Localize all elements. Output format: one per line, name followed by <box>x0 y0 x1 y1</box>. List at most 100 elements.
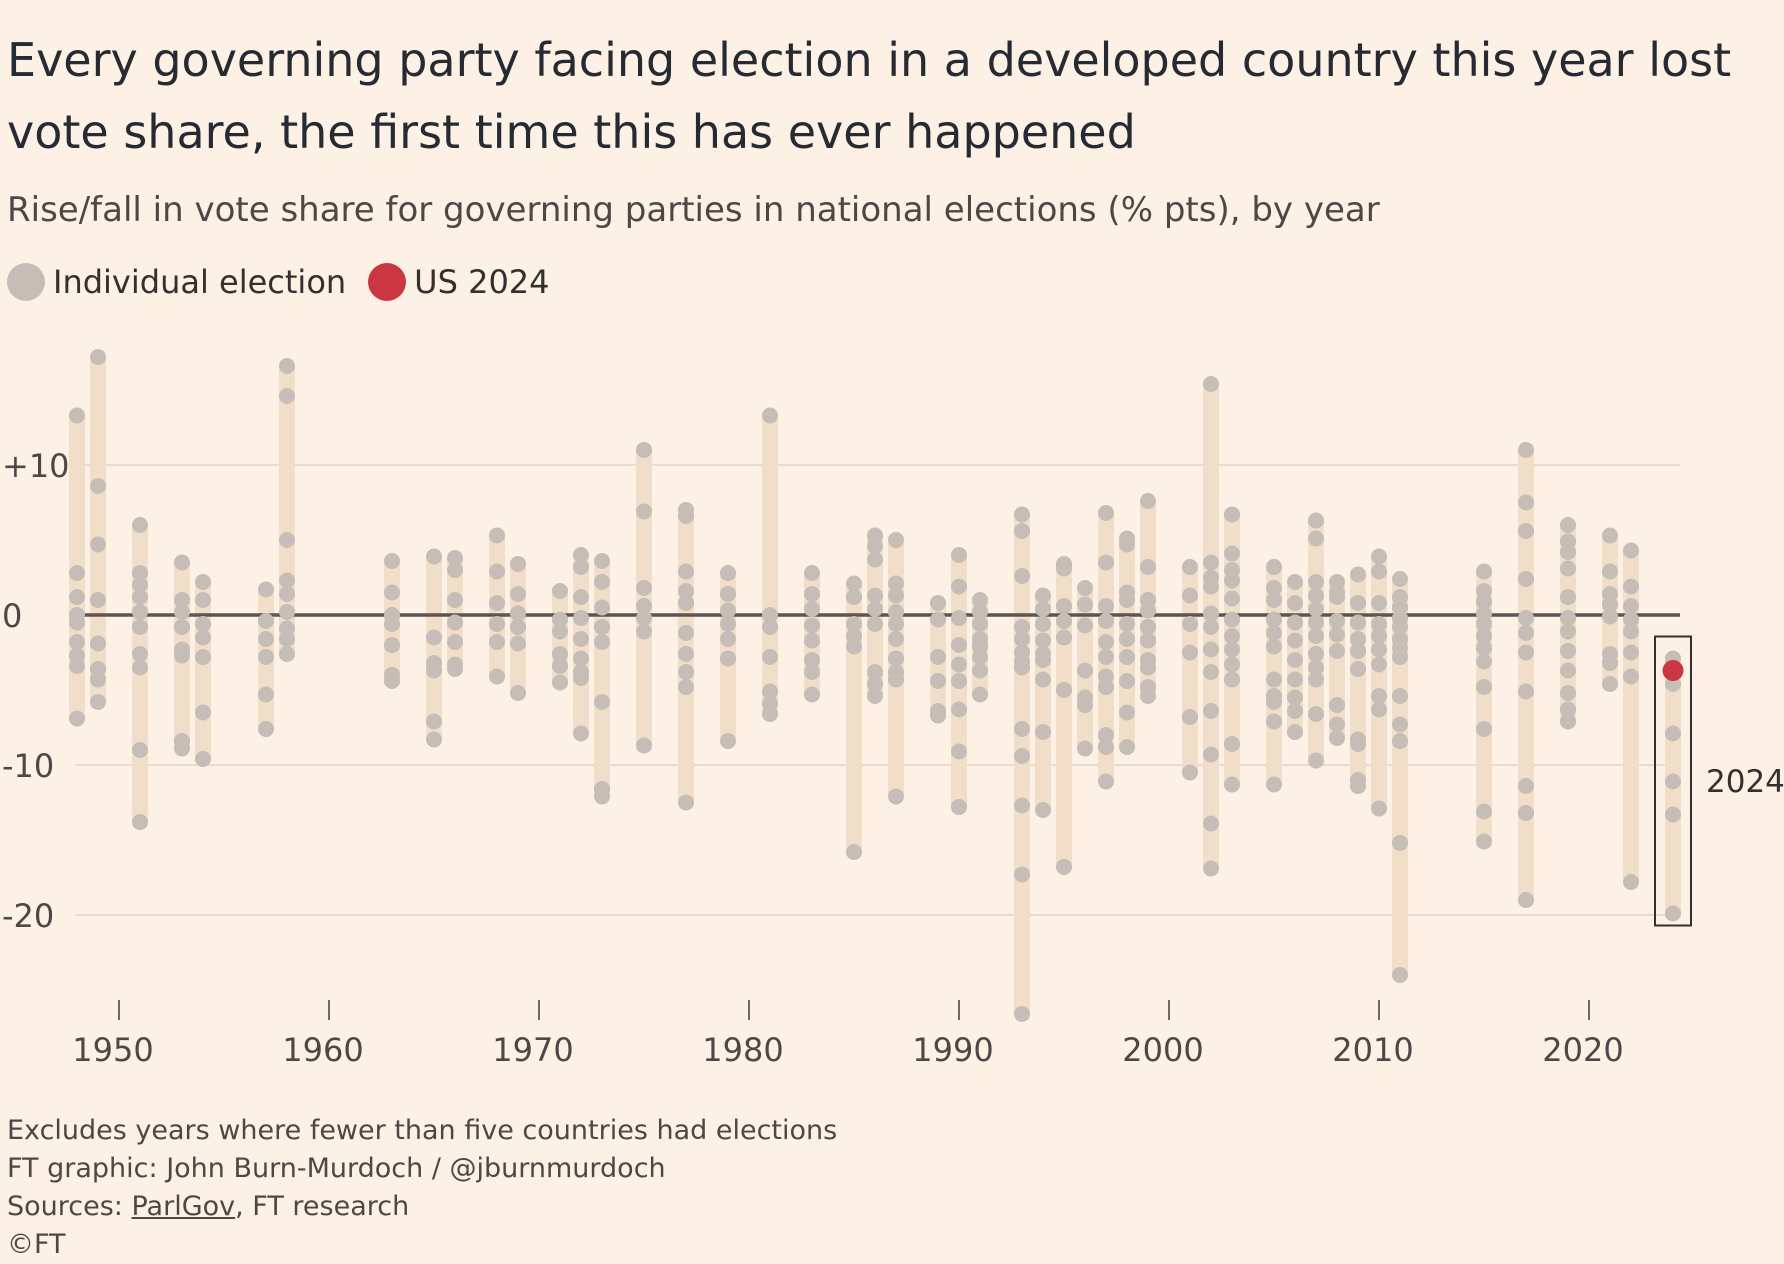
data-point <box>1035 632 1051 649</box>
data-point <box>510 619 526 635</box>
data-point <box>510 556 526 572</box>
data-point <box>1140 559 1156 575</box>
data-point <box>132 604 148 620</box>
data-point <box>279 646 295 662</box>
data-point <box>573 589 589 605</box>
data-point <box>1014 797 1030 814</box>
data-point <box>384 673 400 689</box>
data-point <box>1056 629 1072 646</box>
data-point <box>1119 649 1135 665</box>
data-point <box>1098 554 1114 571</box>
data-point <box>1203 605 1219 622</box>
data-point <box>1329 643 1345 659</box>
data-point <box>384 616 400 632</box>
data-point <box>846 638 862 655</box>
data-point <box>426 548 442 565</box>
sources-link[interactable]: ParlGov <box>131 1191 236 1222</box>
data-point <box>1203 664 1219 680</box>
data-point <box>1392 688 1408 704</box>
data-point <box>1623 623 1639 640</box>
data-point <box>1476 833 1492 850</box>
data-point <box>720 631 736 647</box>
data-point <box>552 646 568 662</box>
data-point <box>888 532 904 548</box>
data-point <box>846 844 862 860</box>
data-point <box>1098 727 1114 743</box>
data-point <box>636 580 652 596</box>
legend-swatch-us-2024 <box>368 263 407 301</box>
data-point <box>888 788 904 805</box>
highlight-box <box>1654 635 1692 927</box>
data-point <box>1266 776 1282 793</box>
y-tick-label: 0 <box>2 597 22 635</box>
data-point <box>951 656 967 673</box>
data-point <box>1140 602 1156 619</box>
data-point <box>1350 736 1366 752</box>
data-point <box>1287 703 1303 719</box>
data-point <box>1266 580 1282 596</box>
data-point <box>1392 571 1408 587</box>
data-point <box>1035 671 1051 688</box>
data-point <box>447 661 463 677</box>
data-point <box>1077 697 1093 713</box>
data-point <box>804 686 820 703</box>
data-point <box>867 538 883 554</box>
data-point <box>279 604 295 620</box>
sources-prefix: Sources: <box>7 1191 132 1222</box>
data-point <box>1329 613 1345 629</box>
data-point <box>426 713 442 730</box>
x-tick-label: 1970 <box>492 1031 573 1069</box>
data-point <box>195 649 211 665</box>
data-point <box>1560 685 1576 701</box>
data-point <box>888 671 904 688</box>
data-point <box>867 664 883 680</box>
data-point <box>762 706 778 722</box>
data-point <box>1518 892 1534 908</box>
data-point <box>972 592 988 608</box>
data-point <box>1287 724 1303 740</box>
data-point <box>594 788 610 805</box>
data-point <box>69 710 85 727</box>
data-point <box>573 725 589 742</box>
data-point <box>69 614 85 631</box>
data-point <box>1182 559 1198 575</box>
data-point <box>1308 752 1324 769</box>
data-point <box>636 737 652 754</box>
data-point <box>1182 709 1198 725</box>
data-point <box>1329 626 1345 643</box>
data-point <box>1308 646 1324 662</box>
data-point <box>1056 560 1072 577</box>
data-point <box>1602 527 1618 544</box>
data-point <box>1371 616 1387 632</box>
data-point <box>1518 778 1534 794</box>
data-point <box>279 572 295 589</box>
data-point <box>258 686 274 703</box>
data-point <box>720 586 736 602</box>
data-point <box>1140 659 1156 676</box>
data-point <box>1371 628 1387 644</box>
data-point <box>594 553 610 569</box>
data-point <box>1623 668 1639 685</box>
data-point <box>951 547 967 563</box>
chart-subtitle: Rise/fall in vote share for governing pa… <box>7 190 1380 230</box>
data-point <box>888 650 904 667</box>
data-point <box>972 604 988 620</box>
data-point <box>678 563 694 580</box>
data-point <box>1308 574 1324 590</box>
data-point <box>552 583 568 599</box>
data-point <box>90 349 106 365</box>
data-point <box>1287 652 1303 668</box>
data-point <box>1119 704 1135 721</box>
data-point <box>1098 679 1114 695</box>
data-point <box>1182 644 1198 661</box>
x-tick-label: 1990 <box>912 1031 993 1069</box>
data-point <box>132 577 148 593</box>
data-point <box>867 676 883 692</box>
data-point <box>174 554 190 571</box>
data-point <box>573 559 589 575</box>
data-point <box>1266 625 1282 641</box>
data-point <box>1119 616 1135 632</box>
data-point <box>1182 616 1198 632</box>
data-point <box>951 743 967 760</box>
data-point <box>195 616 211 632</box>
